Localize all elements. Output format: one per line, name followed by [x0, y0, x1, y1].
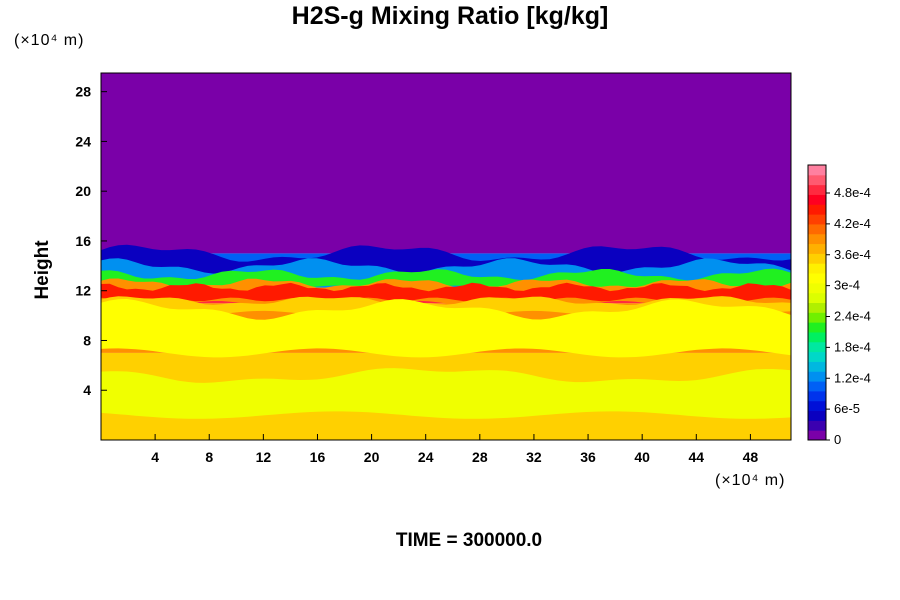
- colorbar-swatch: [808, 292, 826, 303]
- x-tick-label: 48: [743, 449, 759, 465]
- colorbar-swatch: [808, 331, 826, 343]
- colorbar-swatch: [808, 390, 826, 402]
- colorbar-swatch: [808, 302, 826, 313]
- colorbar-label: 6e-5: [834, 401, 860, 416]
- x-tick-label: 12: [256, 449, 272, 465]
- colorbar-swatch: [808, 381, 826, 392]
- heatmap-layer-upper: [101, 73, 791, 254]
- colorbar-swatch: [808, 174, 826, 186]
- colorbar-swatch: [808, 351, 826, 362]
- colorbar-swatch: [808, 263, 826, 274]
- band-amber: [101, 296, 791, 316]
- colorbar-swatch: [808, 243, 826, 254]
- colorbar-swatch: [808, 273, 826, 284]
- y-tick-label: 20: [75, 183, 91, 199]
- colorbar-swatch: [808, 194, 826, 205]
- colorbar-swatch: [808, 165, 826, 176]
- colorbar-swatch: [808, 400, 826, 412]
- y-unit-label: (×10⁴ m): [14, 32, 85, 49]
- colorbar-label: 3e-4: [834, 278, 860, 293]
- colorbar-swatch: [808, 371, 826, 382]
- x-tick-label: 28: [472, 449, 488, 465]
- colorbar-swatch: [808, 204, 826, 215]
- colorbar-swatch: [808, 214, 826, 225]
- band-yellow-low: [101, 368, 791, 419]
- x-tick-label: 24: [418, 449, 434, 465]
- colorbar-label: 3.6e-4: [834, 247, 871, 262]
- x-tick-label: 44: [689, 449, 705, 465]
- colorbar-label: 4.2e-4: [834, 216, 871, 231]
- colorbar-swatch: [808, 253, 826, 264]
- colorbar-frame: [807, 164, 827, 441]
- x-tick-label: 20: [364, 449, 380, 465]
- x-unit-label: (×10⁴ m): [715, 472, 786, 489]
- colorbar-label: 1.2e-4: [834, 370, 871, 385]
- colorbar-label: 4.8e-4: [834, 185, 871, 200]
- colorbar-swatch: [808, 322, 826, 333]
- colorbar-swatch: [808, 282, 826, 294]
- colorbar-label: 1.8e-4: [834, 339, 871, 354]
- colorbar-swatch: [808, 420, 826, 431]
- colorbar-swatch: [808, 312, 826, 323]
- y-tick-label: 4: [83, 382, 91, 398]
- colorbar-label: 0: [834, 432, 841, 447]
- y-tick-label: 8: [83, 332, 91, 348]
- y-tick-label: 24: [75, 133, 91, 149]
- x-tick-label: 40: [634, 449, 650, 465]
- colorbar-label: 2.4e-4: [834, 309, 871, 324]
- y-tick-label: 12: [75, 283, 91, 299]
- x-tick-label: 8: [205, 449, 213, 465]
- colorbar-swatch: [808, 341, 826, 353]
- x-tick-label: 16: [310, 449, 326, 465]
- y-tick-label: 28: [75, 84, 91, 100]
- colorbar-swatch: [808, 410, 826, 421]
- colorbar-swatch: [808, 223, 826, 235]
- colorbar-swatch: [808, 430, 826, 441]
- colorbar-swatch: [808, 184, 826, 195]
- x-tick-label: 36: [580, 449, 596, 465]
- colorbar-swatch: [808, 233, 826, 245]
- time-label: TIME = 300000.0: [395, 530, 543, 551]
- y-tick-label: 16: [75, 233, 91, 249]
- chart-title: H2S-g Mixing Ratio [kg/kg]: [291, 2, 609, 30]
- band-yellow: [101, 299, 791, 358]
- colorbar-swatch: [808, 361, 826, 372]
- plot-frame: [100, 72, 792, 441]
- band-red: [101, 282, 791, 302]
- x-tick-label: 4: [151, 449, 159, 465]
- x-tick-label: 32: [526, 449, 542, 465]
